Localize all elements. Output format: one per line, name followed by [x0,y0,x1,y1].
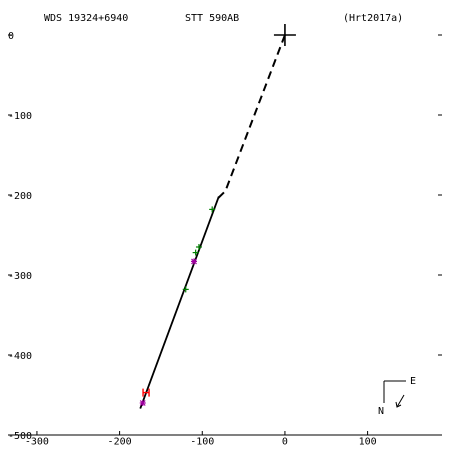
compass-east-label: E [410,376,416,387]
wds-label: WDS 19324+6940 [44,13,128,24]
y-tick-label: -400 [8,351,32,362]
x-tick-label: 0 [282,436,288,447]
observation-markers [139,206,216,406]
observation-star-d2 [191,258,197,265]
y-axis-ticks: 0 -100 -200 -300 -400 -500 [8,31,442,442]
compass: N E [378,376,416,417]
x-axis-ticks: -300 -200 -100 0 100 [25,431,377,447]
series [139,24,296,409]
x-tick-label: -200 [108,436,132,447]
reference-label: (Hrt2017a) [343,13,403,24]
compass-north-label: N [378,406,384,417]
y-tick-label: -100 [8,111,32,122]
x-tick-label: -100 [190,436,214,447]
y-tick-label: -200 [8,191,32,202]
x-tick-label: -300 [25,436,49,447]
y-tick-label: -300 [8,271,32,282]
path-to-origin [216,34,286,200]
y-tick-label: 0 [8,31,14,42]
compass-arrow-icon [396,394,405,408]
observation-star-d2 [139,400,146,406]
orbit-arc [139,196,220,409]
star-name-label: STT 590AB [185,13,239,24]
y-tick-label: -500 [8,431,32,442]
x-tick-label: 100 [359,436,377,447]
compass-arrowhead-icon [395,401,402,408]
